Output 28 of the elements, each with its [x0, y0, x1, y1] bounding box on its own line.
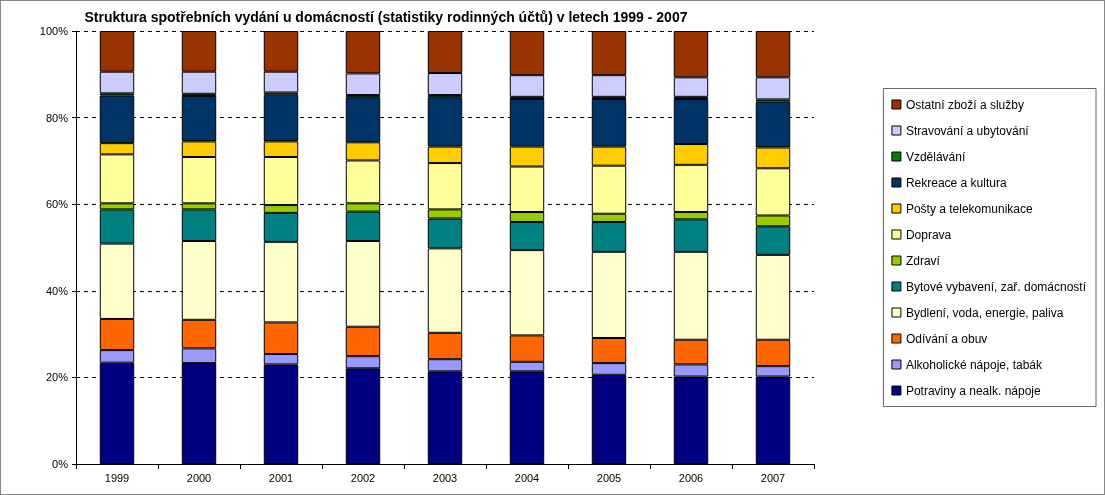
legend-label: Pošty a telekomunikace: [905, 201, 1033, 216]
legend-label: Alkoholické nápoje, tabák: [905, 357, 1043, 372]
legend-label: Stravování a ubytování: [905, 123, 1030, 138]
y-tick-label: 100%: [39, 25, 69, 37]
chart-title: Struktura spotřebních vydání u domácností (statistiky rodinných účtů) v letech 1999 - 2007: [84, 9, 688, 25]
legend-label: Odívání a obuv: [905, 331, 988, 346]
y-tick-label: 60%: [45, 198, 69, 211]
legend-label: Zdraví: [905, 253, 941, 268]
legend-label: Bydlení, voda, energie, paliva: [905, 305, 1064, 320]
legend-label: Potraviny a nealk. nápoje: [905, 383, 1041, 398]
y-tick-label: 20%: [45, 371, 69, 384]
legend-label: Vzdělávání: [905, 149, 966, 164]
legend-label: Ostatní zboží a služby: [905, 97, 1024, 112]
x-tick-label: 2000: [186, 471, 212, 484]
legend-label: Bytové vybavení, zař. domácností: [905, 279, 1087, 294]
x-tick-label: 2005: [596, 471, 622, 484]
x-tick-label: 2007: [760, 471, 786, 484]
legend-label: Doprava: [905, 227, 952, 242]
y-tick-label: 0%: [52, 458, 69, 470]
y-tick-label: 40%: [45, 284, 69, 297]
y-tick-label: 80%: [45, 111, 69, 124]
x-tick-label: 2002: [350, 471, 376, 484]
x-tick-label: 1999: [104, 471, 130, 484]
x-tick-label: 2004: [514, 471, 540, 484]
x-tick-label: 2006: [678, 471, 704, 484]
x-tick-label: 2003: [432, 471, 458, 484]
legend-label: Rekreace a kultura: [905, 175, 1007, 190]
x-tick-label: 2001: [268, 471, 294, 484]
